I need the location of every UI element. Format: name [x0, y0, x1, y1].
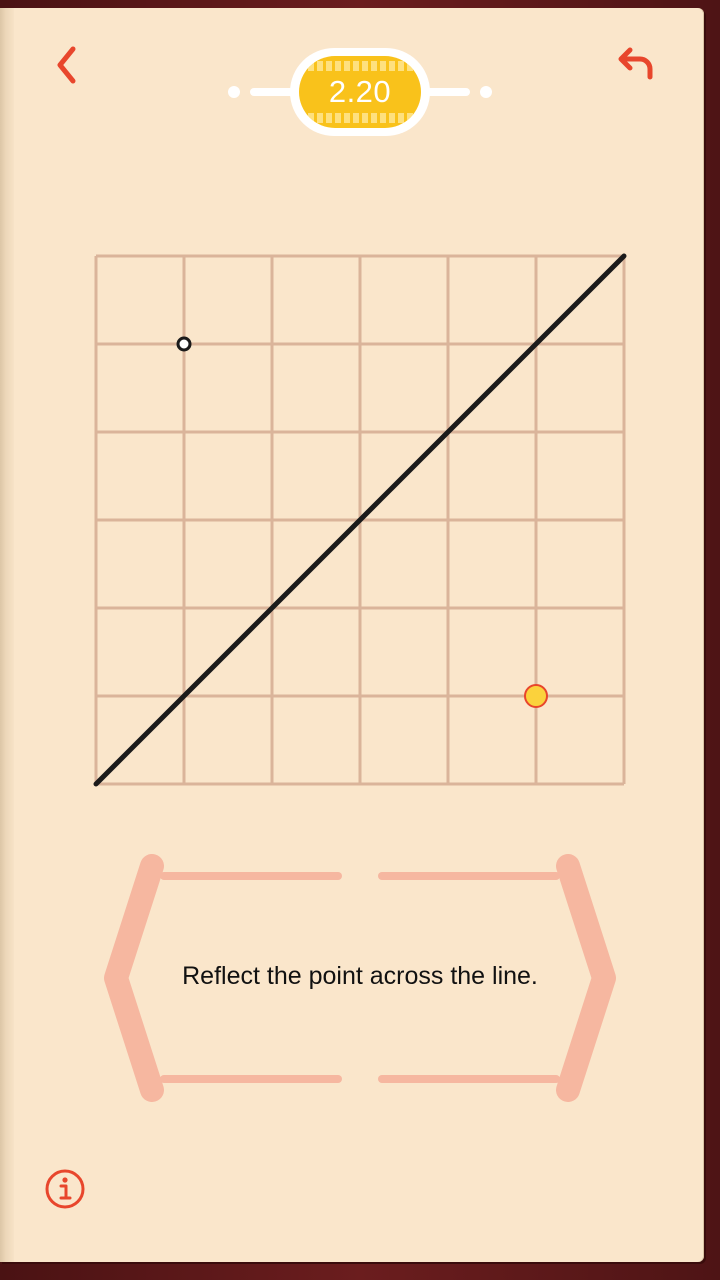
mirror-line — [93, 253, 627, 787]
chevron-left-icon — [57, 46, 76, 84]
progress-line-right — [420, 88, 470, 96]
level-indicator: 2.20 — [220, 46, 500, 138]
level-badge: 2.20 — [290, 48, 430, 136]
instruction-card: Reflect the point across the line. — [98, 852, 622, 1102]
progress-dot-right — [480, 86, 492, 98]
target-marker[interactable] — [176, 336, 192, 352]
level-number: 2.20 — [328, 74, 392, 109]
progress-dot-left — [228, 86, 240, 98]
info-button[interactable] — [40, 1164, 90, 1214]
info-icon — [45, 1169, 85, 1209]
undo-icon — [618, 47, 653, 80]
undo-button[interactable] — [606, 40, 662, 90]
book-spine — [0, 8, 14, 1262]
progress-line-left — [250, 88, 300, 96]
bracket-frame — [104, 854, 616, 1102]
source-point[interactable] — [524, 684, 548, 708]
puzzle-board[interactable] — [92, 252, 628, 788]
back-button[interactable] — [44, 40, 88, 90]
instruction-text: Reflect the point across the line. — [182, 962, 538, 990]
